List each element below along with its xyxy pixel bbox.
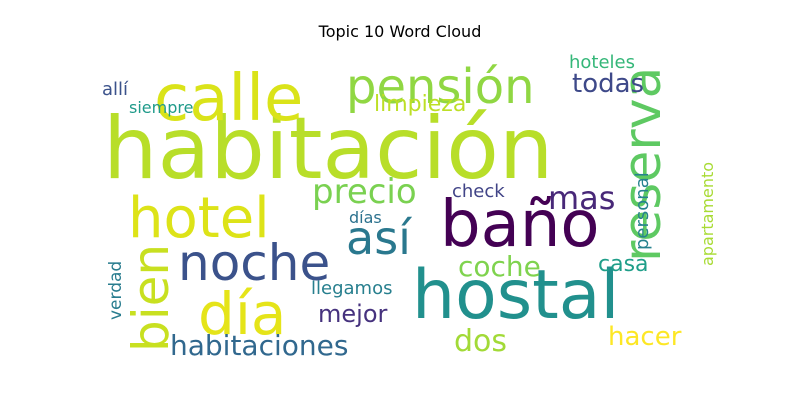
- word-así: así: [346, 211, 412, 265]
- word-días: días: [349, 208, 382, 227]
- word-habitaciones: habitaciones: [170, 329, 348, 362]
- word-precio: precio: [312, 172, 417, 212]
- word-día: día: [198, 280, 286, 348]
- word-mas: mas: [548, 179, 615, 217]
- word-llegamos: llegamos: [311, 278, 392, 299]
- word-bien: bien: [122, 244, 180, 352]
- word-habitación: habitación: [103, 99, 553, 199]
- word-limpieza: limpieza: [374, 92, 466, 117]
- word-reserva: reserva: [613, 67, 673, 262]
- word-coche: coche: [458, 250, 541, 283]
- word-dos: dos: [454, 324, 507, 359]
- word-allí: allí: [102, 79, 129, 100]
- word-apartamento: apartamento: [698, 162, 717, 266]
- word-hostal: hostal: [412, 256, 619, 335]
- word-hacer: hacer: [608, 322, 682, 352]
- word-todas: todas: [572, 69, 644, 99]
- word-hotel: hotel: [128, 186, 270, 251]
- chart-title: Topic 10 Word Cloud: [318, 22, 482, 41]
- word-mejor: mejor: [318, 300, 387, 328]
- word-baño: baño: [440, 188, 600, 262]
- word-personal: personal: [632, 172, 653, 250]
- word-check: check: [452, 181, 505, 202]
- word-verdad: verdad: [106, 261, 126, 320]
- word-hoteles: hoteles: [569, 52, 635, 73]
- word-siempre: siempre: [129, 98, 193, 117]
- word-pensión: pensión: [346, 59, 535, 115]
- word-casa: casa: [598, 252, 649, 277]
- word-calle: calle: [154, 62, 303, 136]
- word-noche: noche: [178, 234, 330, 292]
